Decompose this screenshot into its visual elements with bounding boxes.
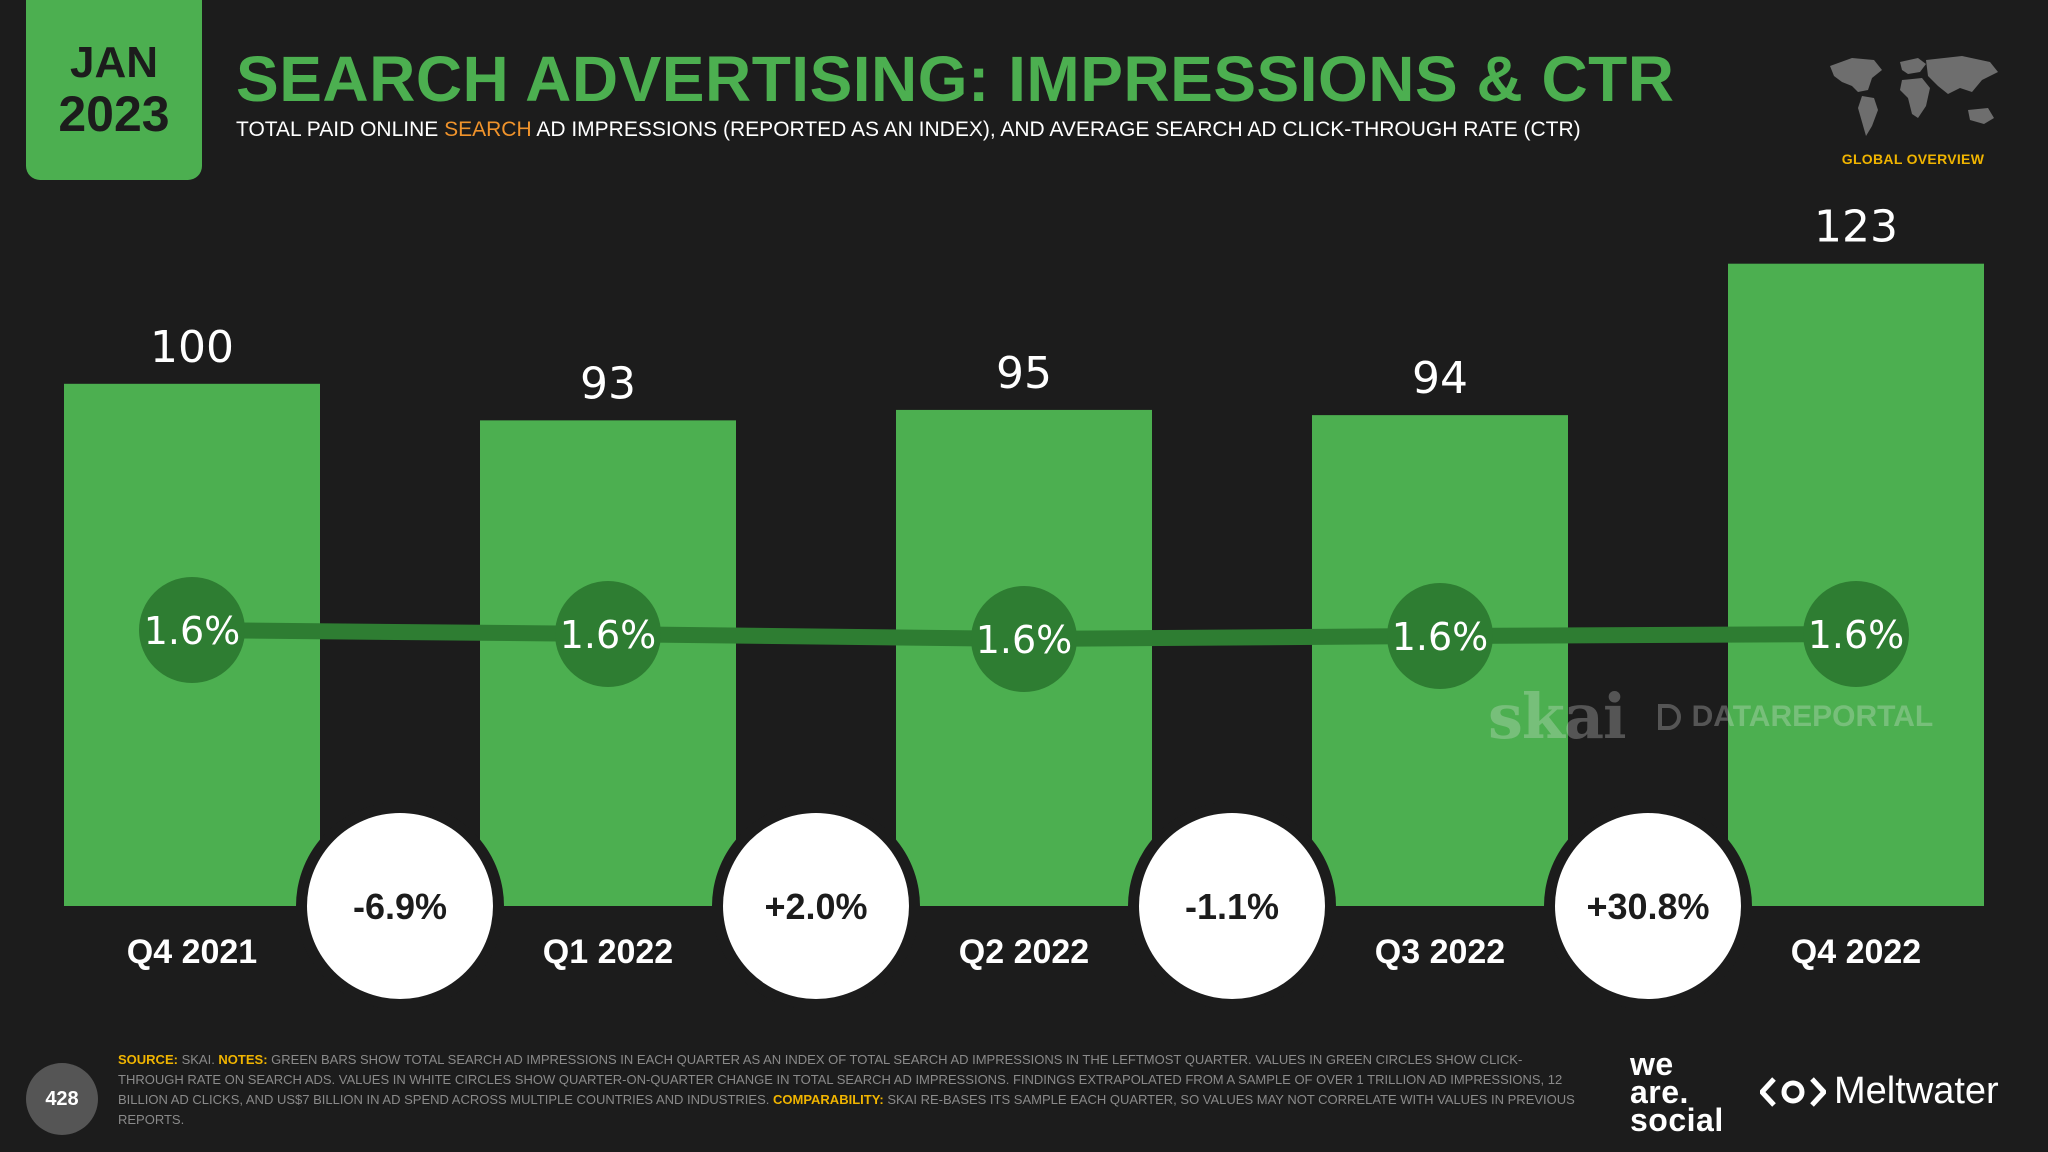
page-number: 428: [26, 1063, 98, 1135]
change-label: -6.9%: [353, 886, 447, 927]
page-title: SEARCH ADVERTISING: IMPRESSIONS & CTR: [236, 43, 1675, 115]
ctr-point: [1387, 583, 1493, 689]
x-tick-label: Q3 2022: [1375, 933, 1505, 971]
ctr-label: 1.6%: [144, 609, 241, 653]
chart: 100 Q4 2021 93 Q1 2022 95 Q2 2022 94 Q3 2022 123…: [64, 201, 1984, 999]
ctr-point: [139, 577, 245, 683]
comparability-text: SKAI RE-BASES ITS SAMPLE EACH QUARTER, S…: [118, 1092, 1575, 1127]
brand-we: we: [1630, 1046, 1674, 1082]
datareportal-logo: DATAREPORTAL: [1656, 699, 1934, 734]
bar-value-label: 93: [580, 358, 636, 409]
bar-value-label: 94: [1412, 353, 1468, 404]
date-year: 2023: [58, 86, 170, 142]
ctr-label: 1.6%: [560, 613, 657, 657]
notes-label: NOTES:: [218, 1052, 268, 1067]
date-month: JAN: [69, 38, 159, 87]
bar-value-label: 123: [1814, 202, 1898, 253]
change-label: +2.0%: [764, 886, 867, 927]
global-overview-label: GLOBAL OVERVIEW: [1841, 151, 1985, 167]
comparability-label: COMPARABILITY:: [773, 1092, 884, 1107]
footnote: SOURCE: SKAI. NOTES: GREEN BARS SHOW TOT…: [118, 1050, 1588, 1130]
watermark: skai DATAREPORTAL: [1488, 680, 1933, 753]
datareportal-text: DATAREPORTAL: [1691, 699, 1934, 733]
datareportal-icon: [1657, 703, 1681, 730]
source-text: SKAI.: [177, 1052, 219, 1067]
x-tick-label: Q4 2021: [127, 933, 257, 971]
ctr-point: [555, 581, 661, 687]
bar-value-label: 95: [996, 348, 1052, 399]
ctr-point: [971, 586, 1077, 692]
x-tick-label: Q1 2022: [543, 933, 673, 971]
skai-logo: skai: [1488, 680, 1627, 753]
brand-social: social: [1630, 1102, 1724, 1138]
subtitle-post: AD IMPRESSIONS (REPORTED AS AN INDEX), A…: [531, 118, 1581, 141]
page-subtitle: TOTAL PAID ONLINE SEARCH AD IMPRESSIONS …: [236, 118, 1581, 142]
x-tick-label: Q2 2022: [959, 933, 1089, 971]
ctr-label: 1.6%: [1808, 613, 1905, 657]
ctr-label: 1.6%: [1392, 615, 1489, 659]
we-are-social-logo: we are. social: [1630, 1046, 1724, 1138]
world-map-icon: [1830, 56, 1998, 136]
source-label: SOURCE:: [118, 1052, 178, 1067]
x-tick-label: Q4 2022: [1791, 933, 1921, 971]
change-point: [1555, 813, 1741, 999]
meltwater-text: Meltwater: [1834, 1070, 1999, 1112]
ctr-point: [1803, 581, 1909, 687]
bar-value-label: 100: [150, 322, 234, 373]
change-label: -1.1%: [1185, 886, 1279, 927]
change-point: [723, 813, 909, 999]
change-point: [1139, 813, 1325, 999]
brand-are: are.: [1630, 1074, 1689, 1110]
meltwater-logo: Meltwater: [1760, 1070, 1999, 1113]
date-badge: JAN 2023: [26, 0, 202, 180]
meltwater-icon: [1760, 1076, 1826, 1107]
subtitle-highlight: SEARCH: [444, 118, 532, 141]
ctr-label: 1.6%: [976, 618, 1073, 662]
notes-text: GREEN BARS SHOW TOTAL SEARCH AD IMPRESSI…: [118, 1052, 1563, 1107]
subtitle-pre: TOTAL PAID ONLINE: [236, 118, 445, 141]
change-label: +30.8%: [1586, 886, 1709, 927]
change-point: [307, 813, 493, 999]
